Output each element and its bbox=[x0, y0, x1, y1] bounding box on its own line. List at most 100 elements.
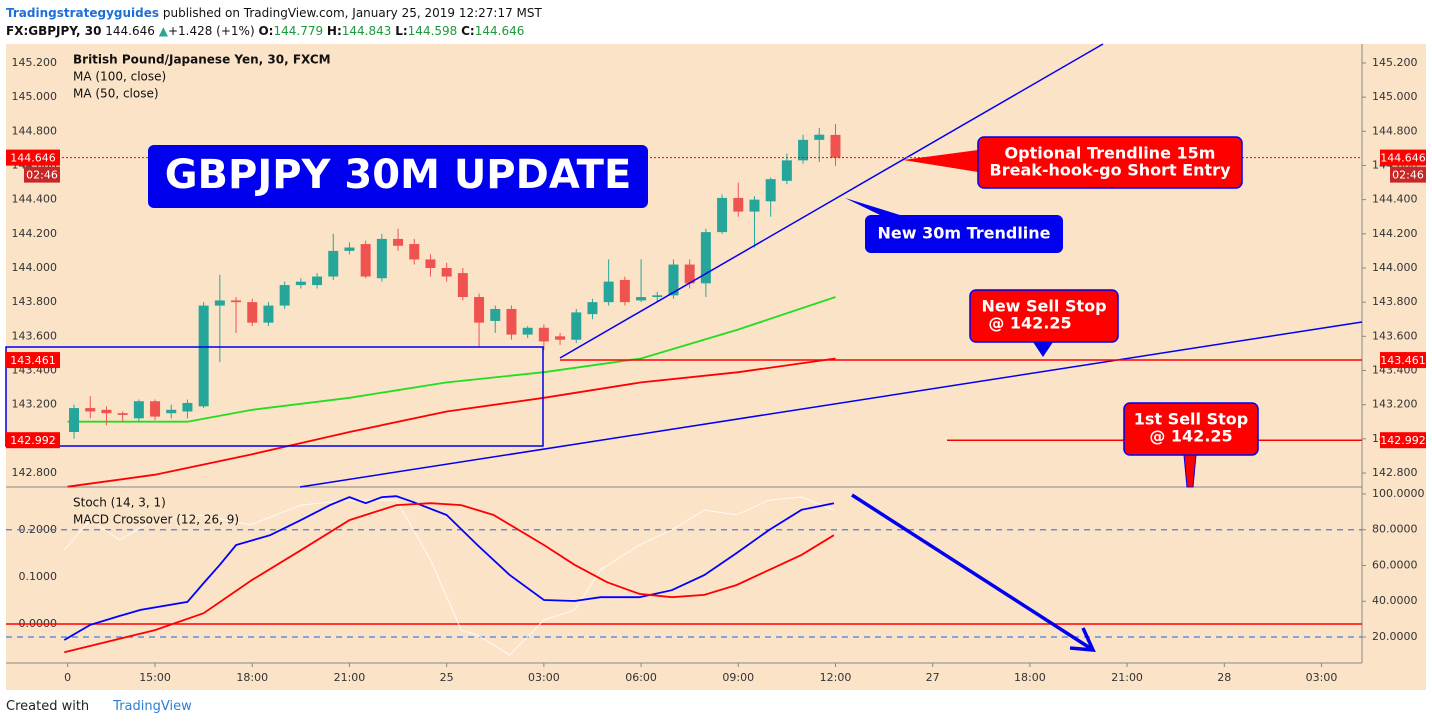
legend-entry: MA (50, close) bbox=[73, 87, 159, 101]
callout-text: @ 142.25 bbox=[988, 314, 1071, 333]
candle-body bbox=[798, 139, 809, 161]
candle-body bbox=[117, 413, 128, 415]
y-tick-label: 144.000 bbox=[1372, 261, 1418, 274]
candle-body bbox=[717, 197, 728, 233]
candle-body bbox=[474, 297, 485, 323]
candle-body bbox=[150, 401, 161, 417]
candle-body bbox=[198, 305, 209, 407]
candle-body bbox=[214, 300, 225, 306]
arrow: ▲ bbox=[158, 24, 168, 38]
candle-body bbox=[636, 297, 647, 301]
price-tag bbox=[1380, 149, 1426, 166]
candle-body bbox=[684, 264, 695, 284]
x-tick-label: 25 bbox=[440, 671, 454, 684]
c-label: C: bbox=[461, 24, 475, 38]
price-tag bbox=[6, 432, 60, 449]
candle-body bbox=[538, 327, 549, 342]
y-tick-label: 143.600 bbox=[12, 329, 58, 342]
candle-body bbox=[700, 232, 711, 284]
candle-body bbox=[393, 238, 404, 246]
candle-body bbox=[409, 244, 420, 260]
indicator-line bbox=[64, 502, 835, 654]
price-tag-label: 144.646 bbox=[1380, 152, 1426, 165]
l-label: L: bbox=[395, 24, 408, 38]
l-value: 144.598 bbox=[407, 24, 458, 38]
y-tick-label: 144.400 bbox=[1372, 193, 1418, 206]
candle-body bbox=[133, 401, 144, 419]
countdown-tag bbox=[24, 166, 60, 183]
y-tick-label: 0.1000 bbox=[19, 570, 58, 583]
candle-body bbox=[344, 247, 355, 251]
candle-body bbox=[231, 300, 242, 303]
countdown: 02:46 bbox=[26, 169, 58, 182]
y2-tick-label: 80.0000 bbox=[1372, 523, 1418, 536]
candle-body bbox=[652, 295, 663, 298]
candle-body bbox=[376, 238, 387, 279]
y-tick-label: 143.800 bbox=[12, 295, 58, 308]
candle-body bbox=[85, 408, 96, 412]
candle-body bbox=[425, 259, 436, 268]
y-tick-label: 144.200 bbox=[12, 227, 58, 240]
y-tick-label: 144.200 bbox=[1372, 227, 1418, 240]
callout-text: Break-hook-go Short Entry bbox=[990, 161, 1232, 180]
candle-body bbox=[749, 199, 760, 212]
symbol: FX:GBPJPY, 30 bbox=[6, 24, 102, 38]
candle-body bbox=[328, 250, 339, 277]
publish-line: Tradingstrategyguides published on Tradi… bbox=[6, 4, 542, 22]
y-tick-label: 144.800 bbox=[1372, 124, 1418, 137]
callout-text: New Sell Stop bbox=[981, 297, 1106, 316]
y-tick-label: 143.200 bbox=[12, 398, 58, 411]
y-tick-label: 145.000 bbox=[12, 90, 58, 103]
brand: TradingView bbox=[113, 699, 192, 714]
candle-body bbox=[166, 409, 177, 414]
candle-body bbox=[555, 336, 566, 340]
candle-body bbox=[457, 273, 468, 298]
countdown-tag bbox=[1390, 166, 1426, 183]
callout-box bbox=[1123, 402, 1259, 456]
panel-title: Stoch (14, 3, 1) bbox=[73, 496, 166, 510]
x-tick-label: 21:00 bbox=[1111, 671, 1143, 684]
chart-title: British Pound/Japanese Yen, 30, FXCM bbox=[73, 53, 331, 67]
range-box bbox=[5, 346, 544, 447]
candle-body bbox=[814, 134, 825, 140]
y-tick-label: 145.200 bbox=[12, 56, 58, 69]
x-tick-label: 18:00 bbox=[1014, 671, 1046, 684]
change: +1.428 (+1%) bbox=[167, 24, 255, 38]
moving-average bbox=[67, 357, 836, 488]
callout-text: 1st Sell Stop bbox=[1134, 410, 1248, 429]
x-tick-label: 28 bbox=[1217, 671, 1231, 684]
candle-body bbox=[182, 402, 193, 412]
o-label: O: bbox=[258, 24, 274, 38]
callout-text: Optional Trendline 15m bbox=[1005, 144, 1216, 163]
price-tag bbox=[6, 149, 60, 166]
price-tag bbox=[1380, 352, 1426, 369]
candle-body bbox=[619, 279, 630, 303]
price-tag bbox=[6, 352, 60, 369]
last: 144.646 bbox=[105, 24, 155, 38]
panel-title: MACD Crossover (12, 26, 9) bbox=[73, 513, 239, 527]
created: Created with bbox=[6, 699, 90, 714]
h-label: H: bbox=[326, 24, 342, 38]
quote-line: FX:GBPJPY, 30 144.646 ▲+1.428 (+1%) O:14… bbox=[6, 22, 542, 40]
trendline bbox=[559, 43, 1104, 359]
h-value: 144.843 bbox=[341, 24, 392, 38]
candle-body bbox=[506, 308, 517, 335]
footer: Created with TradingView bbox=[6, 699, 192, 714]
x-tick-label: 03:00 bbox=[528, 671, 560, 684]
candle-body bbox=[263, 305, 274, 323]
trendline bbox=[299, 321, 1363, 488]
candle-body bbox=[312, 276, 323, 286]
x-tick-label: 15:00 bbox=[139, 671, 171, 684]
y-tick-label: 0.2000 bbox=[19, 523, 58, 536]
indicator-line bbox=[63, 496, 835, 656]
header: Tradingstrategyguides published on Tradi… bbox=[6, 4, 542, 40]
o-value: 144.779 bbox=[273, 24, 324, 38]
price-tag-label: 142.992 bbox=[1380, 434, 1426, 447]
candle-body bbox=[247, 302, 258, 323]
x-tick-label: 03:00 bbox=[1306, 671, 1338, 684]
y-tick-label: 143.200 bbox=[1372, 398, 1418, 411]
candle-body bbox=[830, 134, 841, 158]
indicator-line bbox=[63, 495, 835, 641]
